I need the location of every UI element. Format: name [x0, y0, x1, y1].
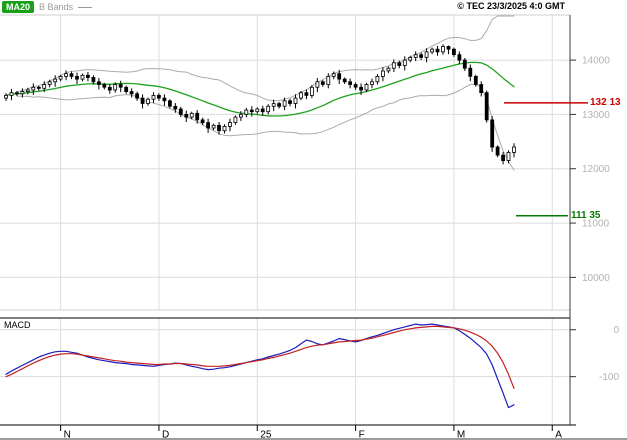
svg-text:13000: 13000 — [582, 110, 610, 121]
svg-text:M: M — [457, 430, 465, 440]
svg-text:11000: 11000 — [582, 219, 610, 230]
level-lines — [504, 102, 588, 217]
candles — [4, 44, 516, 165]
svg-text:25: 25 — [260, 430, 272, 440]
gridlines — [0, 15, 570, 425]
svg-text:F: F — [359, 430, 365, 440]
resistance-label: 132 13 — [590, 96, 621, 108]
bbands-legend-label: B Bands — [39, 2, 74, 12]
ma20-line — [5, 61, 515, 117]
svg-text:0: 0 — [613, 325, 619, 336]
panel-frame — [0, 14, 627, 440]
svg-text:10000: 10000 — [582, 273, 610, 284]
macd-panel-label: MACD — [4, 320, 31, 330]
svg-text:14000: 14000 — [582, 56, 610, 67]
bbands-legend-line — [78, 6, 93, 8]
svg-text:N: N — [64, 430, 71, 440]
macd-lines — [5, 323, 515, 409]
legend: MA20 B Bands — [2, 1, 93, 13]
copyright-text: © TEC 23/3/2025 4:0 GMT — [457, 1, 565, 11]
ma20-legend-badge: MA20 — [2, 1, 35, 13]
support-label: 111 35 — [571, 209, 601, 221]
axis-labels: 14000 13000 12000 11000 10000 0 -100 N D 25 F M A — [60, 56, 619, 440]
svg-text:A: A — [555, 430, 562, 440]
svg-text:-100: -100 — [599, 372, 619, 383]
svg-text:12000: 12000 — [582, 164, 610, 175]
bollinger-bands — [16, 15, 515, 171]
svg-text:D: D — [162, 430, 169, 440]
